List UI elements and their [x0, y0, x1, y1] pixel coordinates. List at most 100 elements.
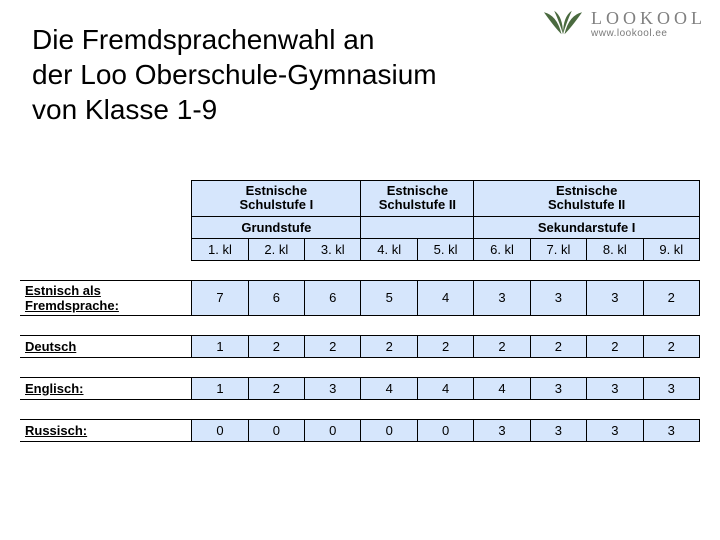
- table-cell: 2: [643, 335, 699, 357]
- table-cell: 2: [643, 280, 699, 315]
- spacer-cell: [248, 399, 304, 419]
- table-cell: 2: [587, 335, 643, 357]
- spacer-cell: [305, 357, 361, 377]
- spacer-cell: [643, 315, 699, 335]
- spacer-cell: [21, 315, 192, 335]
- spacer-cell: [474, 315, 530, 335]
- table-cell: 2: [248, 377, 304, 399]
- spacer-cell: [643, 260, 699, 280]
- table-cell: 2: [361, 335, 417, 357]
- spacer-cell: [587, 399, 643, 419]
- table-cell: 3: [530, 419, 586, 441]
- column-header: 2. kl: [248, 238, 304, 260]
- spacer-cell: [417, 260, 473, 280]
- spacer-cell: [248, 357, 304, 377]
- spacer-cell: [192, 315, 248, 335]
- spacer-cell: [21, 260, 192, 280]
- table-cell: 5: [361, 280, 417, 315]
- table-cell: 3: [530, 377, 586, 399]
- stage-header: EstnischeSchulstufe I: [192, 181, 361, 217]
- table-cell: 4: [417, 280, 473, 315]
- spacer-cell: [248, 260, 304, 280]
- column-header: 5. kl: [417, 238, 473, 260]
- spacer-cell: [587, 260, 643, 280]
- column-header: 1. kl: [192, 238, 248, 260]
- spacer-cell: [643, 399, 699, 419]
- spacer-cell: [643, 357, 699, 377]
- column-header: 7. kl: [530, 238, 586, 260]
- table-cell: 3: [474, 280, 530, 315]
- spacer-cell: [21, 399, 192, 419]
- table-cell: 4: [417, 377, 473, 399]
- title-line-2: der Loo Oberschule-Gymnasium: [32, 59, 437, 90]
- row-label: Russisch:: [21, 419, 192, 441]
- column-header: 6. kl: [474, 238, 530, 260]
- spacer-cell: [530, 357, 586, 377]
- table-cell: 3: [587, 280, 643, 315]
- table-cell: 3: [305, 377, 361, 399]
- spacer-cell: [21, 357, 192, 377]
- table-cell: 4: [474, 377, 530, 399]
- spacer-cell: [361, 399, 417, 419]
- stage-header: EstnischeSchulstufe II: [361, 181, 474, 217]
- table-cell: 2: [248, 335, 304, 357]
- row-label: Estnisch alsFremdsprache:: [21, 280, 192, 315]
- spacer-cell: [530, 315, 586, 335]
- table-cell: 0: [417, 419, 473, 441]
- table-cell: 7: [192, 280, 248, 315]
- spacer-cell: [305, 315, 361, 335]
- table-cell: 0: [361, 419, 417, 441]
- leaf-icon: [541, 8, 585, 40]
- title-line-1: Die Fremdsprachenwahl an: [32, 24, 374, 55]
- languages-table-wrap: EstnischeSchulstufe IEstnischeSchulstufe…: [20, 180, 700, 442]
- logo-text-block: LOOKOOL www.lookool.ee: [591, 9, 706, 39]
- logo: LOOKOOL www.lookool.ee: [541, 8, 706, 40]
- level-header: Sekundarstufe I: [474, 216, 700, 238]
- languages-table: EstnischeSchulstufe IEstnischeSchulstufe…: [20, 180, 700, 442]
- spacer-cell: [530, 260, 586, 280]
- table-cell: 3: [643, 377, 699, 399]
- spacer-cell: [474, 357, 530, 377]
- spacer-cell: [361, 357, 417, 377]
- table-cell: 3: [530, 280, 586, 315]
- spacer-cell: [530, 399, 586, 419]
- table-cell: 4: [361, 377, 417, 399]
- spacer-cell: [474, 399, 530, 419]
- column-header: 4. kl: [361, 238, 417, 260]
- table-cell: 2: [417, 335, 473, 357]
- table-cell: 3: [587, 419, 643, 441]
- table-cell: 0: [192, 419, 248, 441]
- table-cell: 2: [474, 335, 530, 357]
- spacer-cell: [417, 357, 473, 377]
- table-corner: [21, 216, 192, 238]
- table-cell: 3: [474, 419, 530, 441]
- table-cell: 2: [530, 335, 586, 357]
- spacer-cell: [587, 315, 643, 335]
- spacer-cell: [192, 260, 248, 280]
- row-label: Englisch:: [21, 377, 192, 399]
- spacer-cell: [417, 399, 473, 419]
- spacer-cell: [361, 315, 417, 335]
- column-header: 9. kl: [643, 238, 699, 260]
- table-corner: [21, 238, 192, 260]
- spacer-cell: [474, 260, 530, 280]
- stage-header: EstnischeSchulstufe II: [474, 181, 700, 217]
- table-cell: 1: [192, 377, 248, 399]
- page-title: Die Fremdsprachenwahl an der Loo Obersch…: [32, 22, 437, 127]
- table-cell: 6: [248, 280, 304, 315]
- table-cell: 0: [305, 419, 361, 441]
- spacer-cell: [587, 357, 643, 377]
- column-header: 8. kl: [587, 238, 643, 260]
- spacer-cell: [248, 315, 304, 335]
- row-label: Deutsch: [21, 335, 192, 357]
- spacer-cell: [305, 399, 361, 419]
- table-cell: 6: [305, 280, 361, 315]
- table-cell: 0: [248, 419, 304, 441]
- spacer-cell: [417, 315, 473, 335]
- spacer-cell: [192, 357, 248, 377]
- table-corner: [21, 181, 192, 217]
- spacer-cell: [192, 399, 248, 419]
- table-cell: 2: [305, 335, 361, 357]
- spacer-cell: [305, 260, 361, 280]
- table-cell: 3: [643, 419, 699, 441]
